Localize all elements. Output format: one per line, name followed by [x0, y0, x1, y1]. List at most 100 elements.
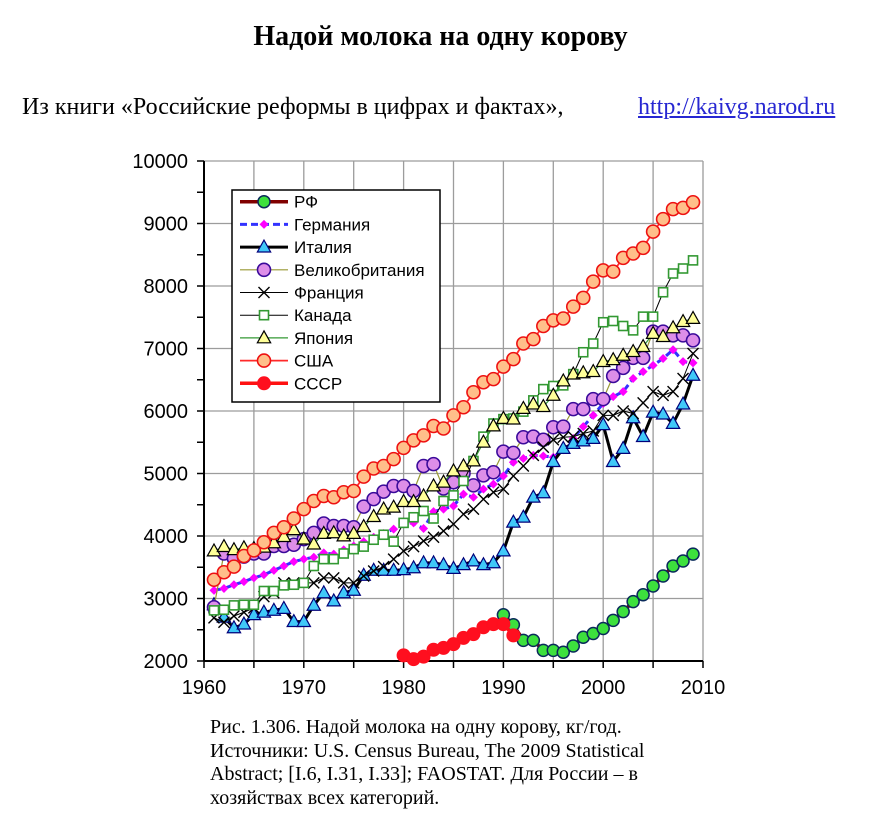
- data-point: [578, 422, 588, 432]
- data-point: [428, 513, 439, 524]
- data-point: [526, 633, 541, 648]
- caption-line: Abstract; [I.6, I.31, I.33]; FAOSTAT. Дл…: [210, 763, 638, 786]
- data-point: [505, 410, 522, 425]
- data-point: [365, 508, 382, 523]
- data-point: [346, 483, 362, 499]
- legend-item-usa: США: [240, 352, 334, 371]
- legend-marker-icon: [256, 329, 272, 344]
- data-point: [585, 274, 601, 289]
- plot-series: [206, 194, 701, 667]
- data-point: [286, 511, 302, 526]
- data-point: [217, 616, 230, 629]
- data-point: [648, 360, 658, 370]
- tick-labels: 10000 9000 8000 7000 6000 5000 4000 3000 2000 196…: [132, 151, 725, 699]
- legend-item-canada: Канада: [240, 306, 352, 325]
- data-point: [515, 509, 532, 523]
- data-point: [269, 565, 279, 575]
- data-point: [485, 417, 502, 432]
- data-point: [496, 359, 511, 374]
- legend-marker-icon: [256, 262, 272, 278]
- data-point: [487, 486, 500, 499]
- legend-label: Германия: [294, 215, 370, 234]
- data-point: [396, 440, 411, 456]
- data-point: [667, 268, 679, 279]
- data-point: [376, 458, 391, 474]
- data-point: [585, 363, 601, 378]
- data-point: [377, 560, 390, 573]
- data-point: [497, 483, 510, 496]
- legend-label: Италия: [294, 238, 352, 257]
- data-point: [317, 571, 330, 584]
- data-point: [585, 430, 601, 444]
- data-point: [208, 605, 220, 616]
- data-point: [637, 396, 650, 409]
- data-point: [226, 559, 242, 574]
- data-point: [606, 613, 620, 628]
- data-point: [386, 451, 401, 467]
- data-point: [368, 534, 379, 546]
- data-point: [508, 457, 518, 467]
- data-point: [466, 384, 481, 400]
- legend-marker-icon: [258, 309, 270, 321]
- data-point: [298, 577, 310, 589]
- data-point: [236, 615, 252, 630]
- data-point: [239, 577, 249, 587]
- legend-marker-icon: [257, 194, 271, 209]
- data-point: [346, 582, 362, 596]
- legend-marker-icon: [256, 353, 272, 368]
- data-point: [366, 491, 381, 507]
- data-point: [347, 576, 360, 589]
- legend-item-uk: Великобритания: [240, 261, 425, 280]
- data-point: [527, 449, 540, 462]
- data-point: [617, 405, 630, 417]
- data-point: [597, 316, 609, 328]
- data-point: [216, 538, 232, 553]
- data-point: [466, 478, 481, 493]
- data-point: [327, 571, 340, 584]
- data-point: [685, 367, 701, 381]
- data-point: [458, 475, 469, 487]
- data-point: [398, 517, 409, 529]
- data-point: [248, 599, 260, 611]
- data-point: [525, 395, 542, 410]
- data-point: [667, 385, 680, 398]
- data-point: [655, 405, 671, 420]
- data-point: [627, 325, 639, 336]
- caption-line: Рис. 1.306. Надой молока на одну корову,…: [210, 716, 622, 738]
- data-point: [526, 331, 541, 347]
- legend-label: США: [294, 352, 334, 371]
- data-point: [678, 357, 688, 367]
- source-link[interactable]: http://kaivg.narod.ru: [638, 94, 836, 120]
- data-point: [607, 409, 620, 422]
- data-point: [415, 487, 432, 502]
- data-point: [616, 604, 630, 619]
- data-point: [326, 592, 342, 607]
- series-rf: [496, 547, 700, 659]
- data-point: [418, 505, 429, 517]
- data-point: [635, 240, 651, 256]
- legend-label: Япония: [294, 329, 353, 348]
- data-point: [555, 419, 571, 434]
- data-point: [646, 579, 660, 593]
- legend-item-japan: Япония: [240, 329, 353, 348]
- axes: [197, 160, 704, 668]
- data-point: [575, 401, 591, 417]
- data-point: [378, 529, 389, 541]
- legend-item-france: Франция: [240, 284, 364, 303]
- data-point: [367, 565, 380, 577]
- data-point: [326, 524, 342, 539]
- data-point: [385, 562, 402, 576]
- data-point: [488, 479, 498, 489]
- series-italy: [206, 367, 701, 634]
- data-point: [218, 604, 230, 616]
- legend-label: СССР: [294, 374, 342, 393]
- data-point: [556, 645, 571, 659]
- data-point: [506, 445, 521, 461]
- data-point: [628, 374, 638, 383]
- data-point: [537, 441, 550, 454]
- data-point: [407, 540, 420, 553]
- data-point: [397, 545, 410, 557]
- data-point: [228, 600, 240, 611]
- data-point: [415, 554, 432, 569]
- data-point: [308, 560, 320, 572]
